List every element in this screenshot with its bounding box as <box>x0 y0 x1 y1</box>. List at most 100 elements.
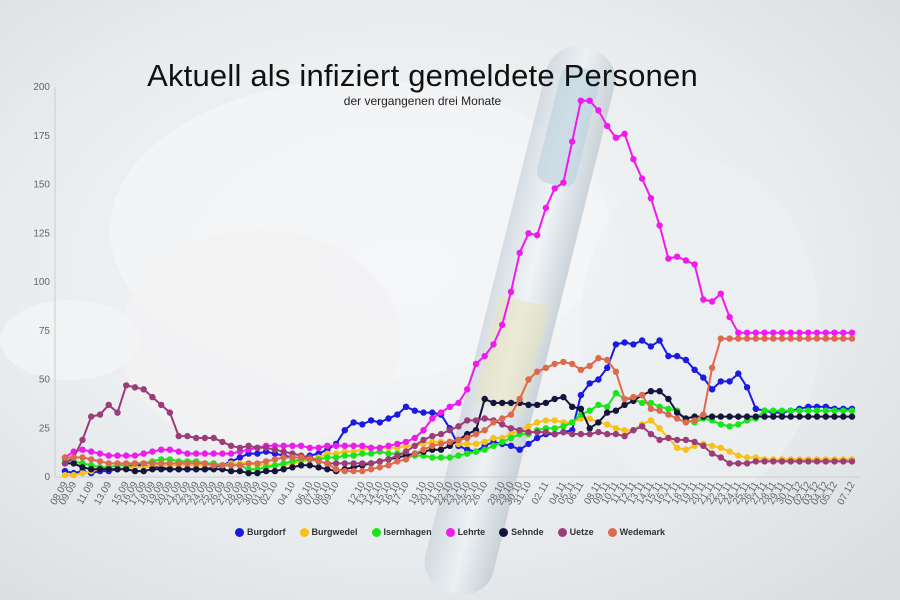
data-point <box>848 335 856 342</box>
data-point <box>429 442 436 449</box>
data-point <box>201 460 209 467</box>
data-point <box>193 460 200 467</box>
data-point <box>604 421 611 428</box>
data-point <box>534 232 541 239</box>
data-point <box>210 462 217 469</box>
data-point <box>604 430 611 438</box>
data-point <box>210 434 217 442</box>
data-point <box>446 454 453 461</box>
data-point <box>717 444 724 451</box>
data-point <box>507 399 515 407</box>
data-point <box>612 425 620 432</box>
y-tick-label: 50 <box>39 375 51 386</box>
data-point <box>726 378 733 385</box>
legend-marker <box>499 527 509 537</box>
data-point <box>490 434 497 442</box>
data-point <box>673 436 681 444</box>
data-point <box>499 415 506 422</box>
data-point <box>612 407 620 414</box>
data-point <box>647 195 655 202</box>
data-point <box>437 430 445 438</box>
data-point <box>184 450 191 457</box>
data-point <box>280 442 287 449</box>
data-point <box>227 467 235 475</box>
legend-item-burgwedel[interactable]: Burgwedel <box>299 525 358 539</box>
data-point <box>822 407 829 414</box>
data-point <box>542 417 550 424</box>
data-point <box>464 417 471 424</box>
y-tick-label: 175 <box>33 131 50 142</box>
data-point <box>394 411 401 418</box>
data-point <box>140 467 147 475</box>
data-point <box>805 329 812 336</box>
data-point <box>306 444 313 451</box>
data-point <box>507 411 515 418</box>
data-point <box>682 419 690 426</box>
data-point <box>569 419 576 426</box>
data-point <box>805 407 812 414</box>
data-point <box>201 466 209 473</box>
data-point <box>490 442 497 449</box>
data-point <box>787 329 794 336</box>
data-point <box>630 341 637 348</box>
legend-label: Sehnde <box>511 527 544 537</box>
data-point <box>700 411 707 418</box>
data-point <box>822 458 829 465</box>
data-point <box>656 388 663 395</box>
data-point <box>604 356 611 364</box>
legend-item-wedemark[interactable]: Wedemark <box>607 525 665 539</box>
data-point <box>175 460 182 467</box>
data-point <box>743 329 751 336</box>
legend-item-burgdorf[interactable]: Burgdorf <box>235 525 286 539</box>
data-point <box>472 417 480 424</box>
data-point <box>551 360 558 368</box>
data-point <box>717 335 724 342</box>
data-point <box>717 454 724 461</box>
data-point <box>586 407 593 414</box>
data-point <box>717 378 724 385</box>
data-point <box>166 446 174 453</box>
data-point <box>682 446 690 453</box>
data-point <box>848 413 856 420</box>
data-point <box>455 399 462 407</box>
chart-title: Aktuell als infiziert gemeldete Personen <box>147 58 698 93</box>
data-point <box>604 364 611 371</box>
data-point <box>726 423 733 430</box>
data-point <box>227 442 235 449</box>
data-point <box>848 407 856 414</box>
legend-item-lehrte[interactable]: Lehrte <box>445 525 485 539</box>
data-point <box>708 386 716 393</box>
data-point <box>612 389 620 397</box>
data-point <box>752 458 759 465</box>
legend-item-isernhagen[interactable]: Isernhagen <box>371 525 432 539</box>
data-point <box>481 395 488 403</box>
data-point <box>105 466 112 473</box>
data-point <box>604 409 611 416</box>
data-point <box>420 436 427 444</box>
data-point <box>350 452 357 459</box>
data-point <box>324 442 331 449</box>
legend-label: Burgwedel <box>311 527 358 537</box>
data-point <box>341 452 348 459</box>
data-point <box>586 380 593 387</box>
data-point <box>79 464 86 471</box>
data-point <box>542 428 550 436</box>
data-point <box>262 458 270 465</box>
legend-item-sehnde[interactable]: Sehnde <box>499 525 544 539</box>
data-point <box>184 460 191 467</box>
data-point <box>735 370 742 377</box>
data-point <box>787 335 794 342</box>
data-point <box>638 423 646 430</box>
data-point <box>402 438 410 446</box>
data-point <box>376 419 383 426</box>
data-point <box>149 466 156 473</box>
y-tick-label: 200 <box>33 82 50 93</box>
data-point <box>437 440 445 448</box>
data-point <box>446 427 453 434</box>
legend-item-uetze[interactable]: Uetze <box>557 525 594 539</box>
data-point <box>464 450 471 457</box>
data-point <box>61 471 69 479</box>
data-point <box>752 413 759 420</box>
data-point <box>534 401 541 409</box>
data-point <box>271 456 279 463</box>
